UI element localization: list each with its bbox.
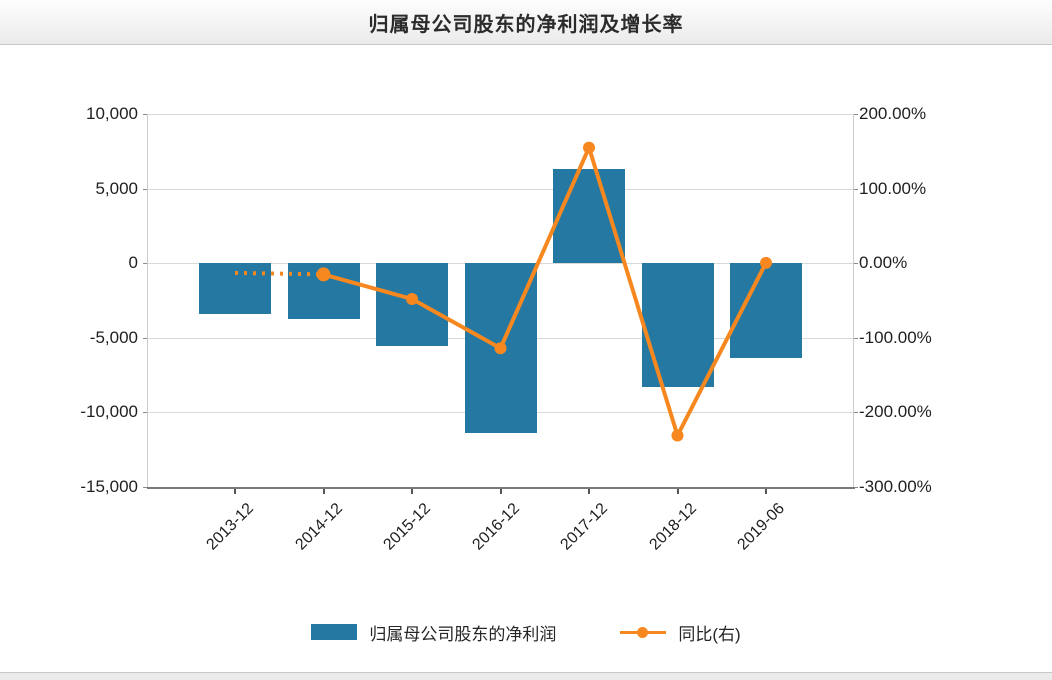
gridline (148, 188, 853, 190)
chart-title: 归属母公司股东的净利润及增长率 (368, 13, 684, 36)
y-axis-right-tick (853, 412, 858, 414)
y-axis-right-label: -300.00% (859, 477, 932, 496)
footer-divider (0, 672, 1052, 680)
x-axis-line (147, 487, 855, 489)
legend-item-net-profit[interactable]: 归属母公司股东的净利润 (311, 620, 556, 645)
line-point-2018-12[interactable] (671, 429, 684, 442)
gridline (148, 114, 853, 115)
line-point-2015-12[interactable] (406, 293, 418, 306)
y-axis-left-label: -15,000 (80, 477, 138, 496)
line-point-2016-12[interactable] (494, 342, 507, 355)
line-series-swatch (620, 624, 667, 640)
x-axis-tick (499, 489, 502, 494)
x-axis-tick (234, 489, 236, 494)
legend-item-yoy[interactable]: 同比(右) (620, 620, 741, 645)
y-axis-right-label: -200.00% (859, 402, 932, 422)
x-axis-tick (322, 489, 325, 494)
y-axis-left-label: -5,000 (89, 327, 138, 347)
legend: 归属母公司股东的净利润 同比(右) (0, 612, 1052, 652)
line-dotted-segment (234, 270, 324, 277)
x-axis-tick (588, 489, 590, 494)
y-axis-left-label: 5,000 (95, 178, 138, 198)
bar-series-swatch (311, 624, 358, 640)
line-point-2019-06[interactable] (760, 256, 772, 269)
y-axis-right-tick (853, 114, 858, 115)
y-axis-right-label: 200.00% (859, 104, 927, 123)
y-axis-left-label: -10,000 (80, 402, 138, 422)
y-axis-left-tick (143, 487, 148, 488)
line-point-2014-12[interactable] (316, 267, 331, 282)
x-axis-tick (676, 489, 679, 494)
title-bar: 归属母公司股东的净利润及增长率 (0, 0, 1052, 45)
line-series-label: 同比(右) (678, 624, 741, 644)
y-axis-right-label: -100.00% (859, 327, 932, 347)
y-axis-right-tick (853, 337, 858, 339)
y-axis-right-tick (853, 188, 858, 190)
bar-2017-12[interactable] (553, 168, 625, 264)
line-solid-segment (322, 145, 768, 438)
y-axis-right-tick (853, 487, 858, 488)
bar-2018-12[interactable] (641, 263, 714, 388)
x-axis-tick (765, 489, 767, 494)
bar-series-label: 归属母公司股东的净利润 (369, 624, 557, 644)
line-point-2017-12[interactable] (583, 141, 595, 154)
y-axis-left-tick (143, 263, 148, 265)
y-axis-right-tick (853, 263, 858, 265)
y-axis-line-left (147, 114, 148, 487)
y-axis-left-tick (143, 337, 148, 339)
bar-2013-12[interactable] (199, 263, 271, 314)
y-axis-left-label: 0 (128, 253, 138, 273)
y-axis-right-label: 0.00% (859, 253, 908, 273)
y-axis-line-right (853, 114, 854, 487)
x-axis-tick (411, 489, 413, 494)
y-axis-left-tick (143, 114, 148, 115)
y-axis-left-tick (143, 412, 148, 414)
y-axis-left-label: 10,000 (86, 104, 138, 123)
y-axis-left-tick (143, 188, 148, 190)
y-axis-right-label: 100.00% (859, 178, 927, 198)
